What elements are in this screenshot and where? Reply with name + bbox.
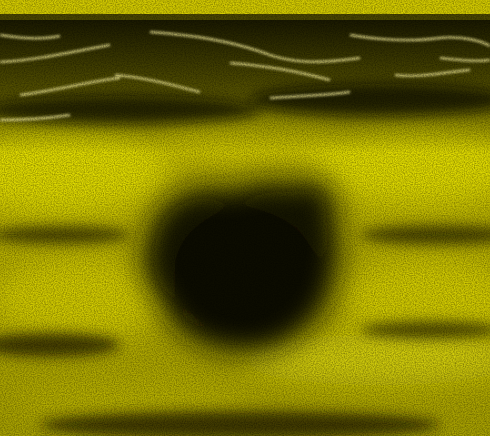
speckle-noise	[0, 0, 490, 436]
ultrasound-scan-svg	[0, 0, 490, 436]
ultrasound-image	[0, 0, 490, 436]
